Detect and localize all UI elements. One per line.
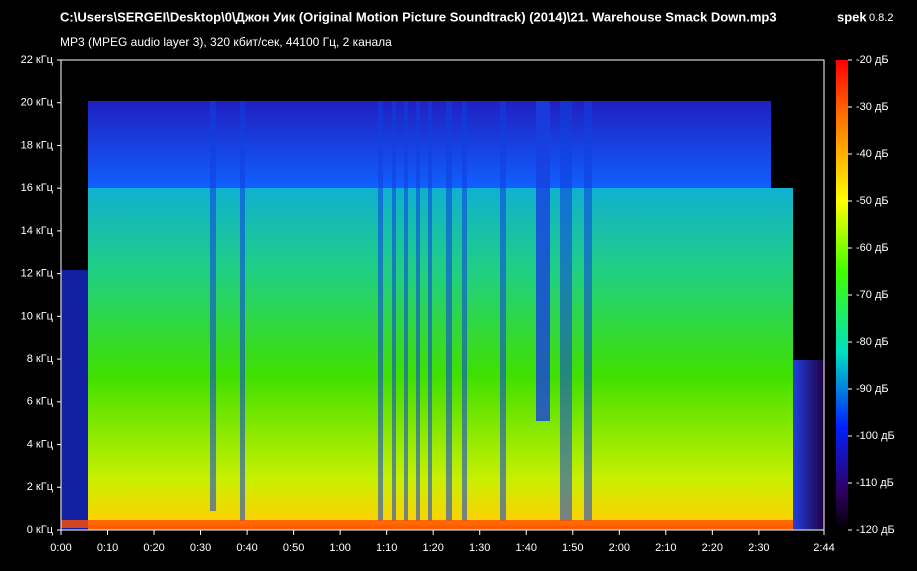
x-tick-label: 2:44 xyxy=(813,542,834,554)
y-tick-label: 14 кГц xyxy=(21,225,54,237)
y-tick-label: 6 кГц xyxy=(27,396,54,408)
x-tick-label: 1:40 xyxy=(516,542,537,554)
x-tick-label: 2:10 xyxy=(655,542,676,554)
x-tick-label: 2:20 xyxy=(702,542,723,554)
colorbar-tick-label: -30 дБ xyxy=(856,101,889,113)
spectrogram-image xyxy=(61,101,824,530)
colorbar-tick-label: -60 дБ xyxy=(856,242,889,254)
colorbar-tick-label: -120 дБ xyxy=(856,524,895,536)
spectrum-region xyxy=(88,188,793,530)
plot-frame xyxy=(60,59,825,531)
x-tick-label: 1:00 xyxy=(329,542,350,554)
x-tick-label: 1:20 xyxy=(422,542,443,554)
colorbar-tick-label: -90 дБ xyxy=(856,383,889,395)
x-tick-label: 1:30 xyxy=(469,542,490,554)
y-tick-label: 0 кГц xyxy=(27,524,54,536)
x-tick-label: 2:00 xyxy=(609,542,630,554)
spectrum-region xyxy=(61,270,88,530)
colorbar-tick-label: -70 дБ xyxy=(856,289,889,301)
y-tick-label: 12 кГц xyxy=(21,268,54,280)
x-tick-label: 2:30 xyxy=(748,542,769,554)
y-tick-label: 2 кГц xyxy=(27,481,54,493)
y-tick-label: 22 кГц xyxy=(21,54,54,66)
app-name: spek xyxy=(837,9,867,24)
spectrum-region xyxy=(793,360,824,530)
colorbar-tick-label: -50 дБ xyxy=(856,195,889,207)
x-tick-label: 0:10 xyxy=(97,542,118,554)
colorbar-tick-label: -100 дБ xyxy=(856,430,895,442)
file-title: C:\Users\SERGEI\Desktop\0\Джон Уик (Orig… xyxy=(60,9,777,24)
x-tick-label: 1:50 xyxy=(562,542,583,554)
x-tick-label: 0:20 xyxy=(143,542,164,554)
y-tick-label: 20 кГц xyxy=(21,97,54,109)
x-tick-label: 0:30 xyxy=(190,542,211,554)
y-tick-label: 10 кГц xyxy=(21,310,54,322)
y-tick-label: 4 кГц xyxy=(27,438,54,450)
colorbar-tick-label: -20 дБ xyxy=(856,54,889,66)
y-tick-label: 8 кГц xyxy=(27,353,54,365)
app-version: 0.8.2 xyxy=(869,12,893,24)
colorbar-tick-label: -110 дБ xyxy=(856,477,894,489)
y-tick-label: 18 кГц xyxy=(21,139,54,151)
x-tick-label: 1:10 xyxy=(376,542,397,554)
spectrum-region xyxy=(61,520,793,528)
spectrum-region xyxy=(536,101,550,421)
colorbar-tick-label: -40 дБ xyxy=(856,148,889,160)
colorbar xyxy=(836,60,848,530)
x-tick-label: 0:50 xyxy=(283,542,304,554)
x-tick-label: 0:00 xyxy=(50,542,71,554)
spectrum-stripes xyxy=(210,101,592,521)
subtitle: MP3 (MPEG audio layer 3), 320 кбит/сек, … xyxy=(60,35,392,49)
x-tick-label: 0:40 xyxy=(236,542,257,554)
y-tick-label: 16 кГц xyxy=(21,182,54,194)
colorbar-tick-label: -80 дБ xyxy=(856,336,889,348)
